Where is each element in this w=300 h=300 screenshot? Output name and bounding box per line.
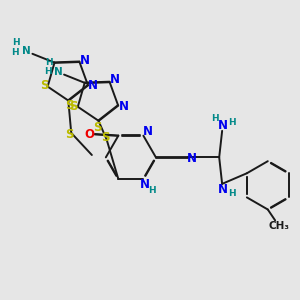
Text: S: S <box>93 121 101 134</box>
Text: N: N <box>140 178 150 191</box>
Text: N: N <box>119 100 129 113</box>
Text: N: N <box>88 79 98 92</box>
Text: N: N <box>54 67 63 76</box>
Text: H: H <box>46 58 53 67</box>
Text: H: H <box>228 118 236 127</box>
Text: H: H <box>11 48 19 57</box>
Text: H: H <box>12 38 20 47</box>
Text: O: O <box>85 128 95 141</box>
Text: CH₃: CH₃ <box>268 221 289 231</box>
Text: H: H <box>148 186 156 195</box>
Text: N: N <box>80 54 90 67</box>
Text: H: H <box>44 67 52 76</box>
Text: N: N <box>22 46 30 56</box>
Text: S: S <box>101 131 109 144</box>
Text: S: S <box>65 128 74 141</box>
Text: H: H <box>211 114 219 123</box>
Text: S: S <box>69 100 78 113</box>
Text: S: S <box>65 99 74 112</box>
Text: N: N <box>143 125 153 138</box>
Text: N: N <box>110 73 120 86</box>
Text: H: H <box>228 189 236 198</box>
Text: N: N <box>218 119 228 132</box>
Text: N: N <box>187 152 197 165</box>
Text: N: N <box>218 183 228 196</box>
Text: S: S <box>40 79 48 92</box>
